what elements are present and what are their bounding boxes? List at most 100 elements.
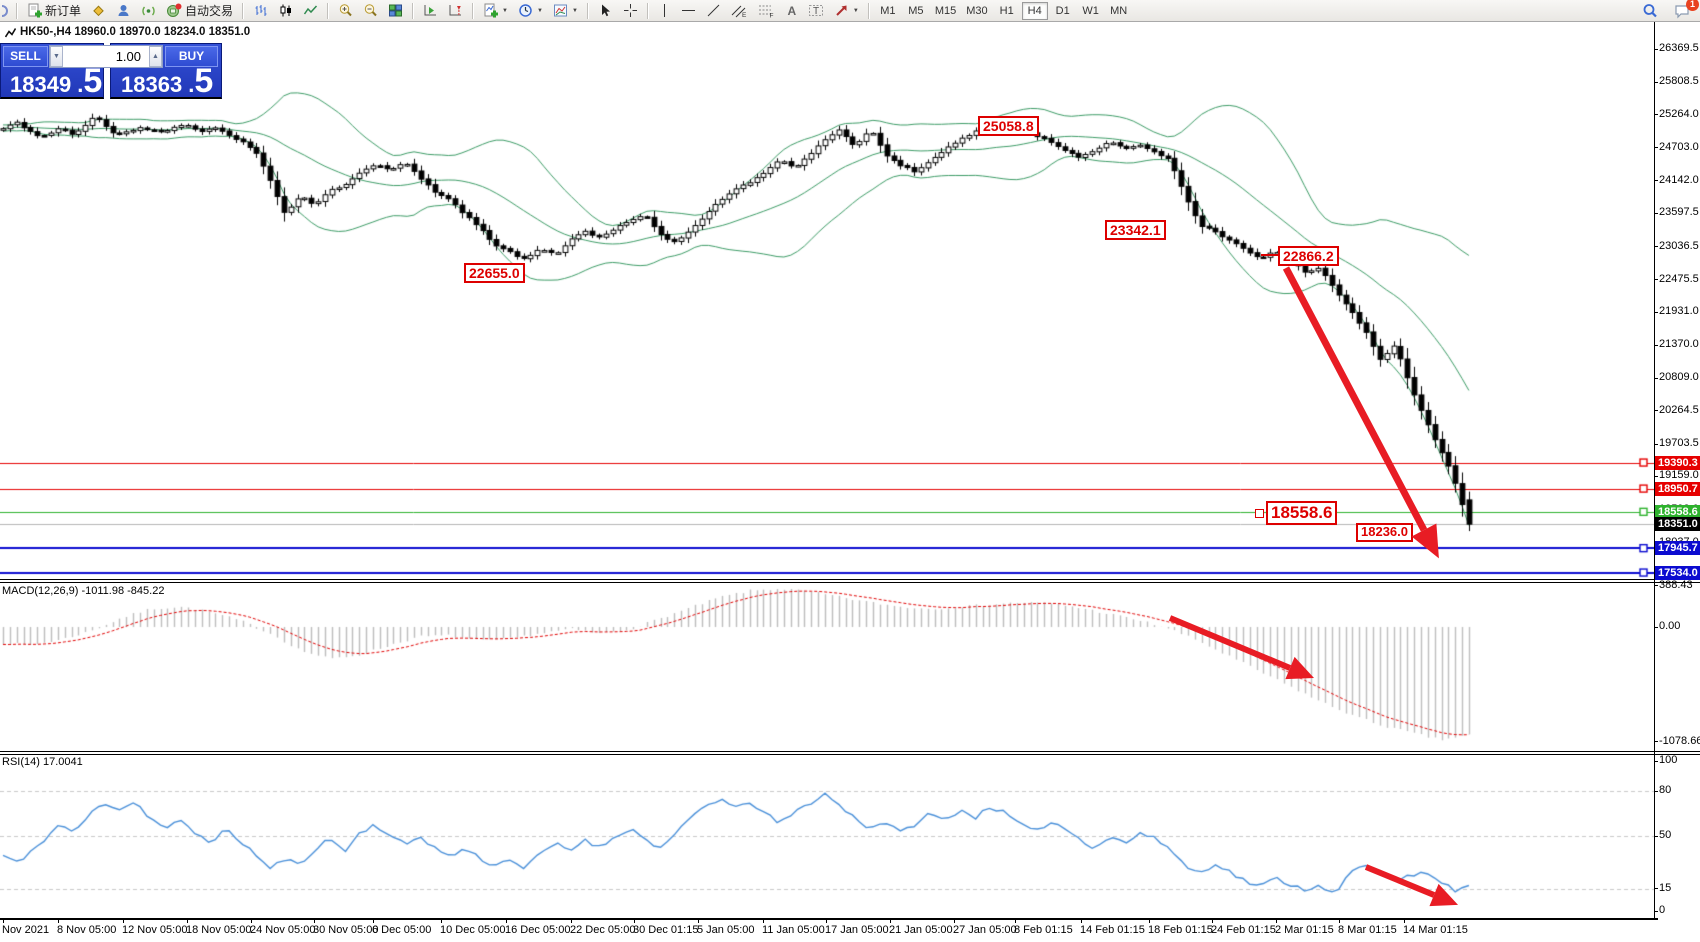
axis-tick — [1654, 585, 1658, 586]
time-tick — [634, 919, 635, 923]
candle-chart-button[interactable] — [274, 1, 297, 21]
fibonacci-button[interactable]: F — [754, 1, 779, 21]
text-a-icon: A — [787, 4, 796, 18]
tile-windows-button[interactable] — [384, 1, 407, 21]
zoom-out-icon — [364, 4, 377, 17]
annotation-handle[interactable] — [1255, 508, 1264, 518]
price-tag-18351.0: 18351.0 — [1655, 517, 1700, 532]
gold-diamond-icon — [93, 5, 104, 17]
time-axis-border — [0, 918, 1658, 920]
time-tick — [1212, 919, 1213, 923]
timeframe-toolbar: M1 M5 M15 M30 H1 H4 D1 W1 MN — [874, 1, 1133, 20]
horizontal-line-button[interactable] — [677, 1, 700, 21]
time-axis-label: 11 Jan 05:00 — [762, 924, 825, 936]
sell-price: 18349 .5 — [10, 62, 103, 100]
rsi-title: RSI(14) 17.0041 — [2, 756, 83, 768]
vertical-line-button[interactable] — [654, 1, 675, 21]
clock-icon — [519, 4, 532, 17]
indicator-axis-label: 100 — [1659, 754, 1678, 766]
price-axis-label: 20809.0 — [1659, 371, 1699, 384]
time-axis-label: 8 Mar 01:15 — [1338, 924, 1397, 936]
chat-badge: 1 — [1686, 0, 1699, 11]
candlestick-icon — [280, 4, 292, 17]
trendline-button[interactable] — [702, 1, 725, 21]
quotes-button[interactable] — [87, 1, 110, 21]
time-axis-label: 30 Dec 01:15 — [633, 924, 699, 936]
crosshair-button[interactable] — [619, 1, 642, 21]
price-chart-canvas[interactable] — [0, 22, 1654, 579]
chart-shift-button[interactable] — [444, 1, 467, 21]
timeframe-M15[interactable]: M15 — [931, 2, 960, 20]
annotation-handle[interactable] — [1426, 528, 1436, 538]
toolbar-separator — [242, 2, 245, 19]
time-axis-label: 21 Jan 05:00 — [889, 924, 953, 936]
time-axis-label: 2 Mar 01:15 — [1275, 924, 1334, 936]
indicator-axis-label: 80 — [1659, 784, 1672, 796]
new-order-label: 新订单 — [45, 4, 82, 18]
price-annotation-25058.8[interactable]: 25058.8 — [978, 116, 1039, 137]
indicator-axis-label: 388.43 — [1659, 578, 1693, 591]
arrows-button[interactable]: ▼ — [830, 1, 863, 21]
pane-separator[interactable] — [0, 751, 1700, 752]
templates-button[interactable]: ▼ — [549, 1, 582, 21]
time-tick — [58, 919, 59, 923]
pane-separator[interactable] — [0, 582, 1700, 583]
axis-tick — [1654, 378, 1658, 379]
equidistant-channel-icon: E — [731, 5, 747, 18]
price-annotation-22655.0[interactable]: 22655.0 — [464, 263, 525, 284]
community-button[interactable] — [112, 1, 135, 21]
text-button[interactable]: A — [781, 1, 802, 21]
timeframe-W1[interactable]: W1 — [1078, 2, 1104, 20]
pane-separator[interactable] — [0, 579, 1700, 580]
time-axis-label: 18 Nov 05:00 — [186, 924, 252, 936]
auto-scroll-button[interactable] — [419, 1, 442, 21]
volume-decrease-button[interactable]: ▼ — [50, 46, 63, 67]
cursor-button[interactable] — [594, 1, 617, 21]
add-indicator-icon — [484, 3, 499, 18]
time-tick — [123, 919, 124, 923]
timeframe-H1[interactable]: H1 — [994, 2, 1020, 20]
text-label-button[interactable]: T — [804, 1, 828, 21]
volume-input[interactable]: 1.00 — [115, 49, 141, 64]
timeframe-M1[interactable]: M1 — [875, 2, 901, 20]
price-axis-label: 20264.5 — [1659, 403, 1699, 416]
indicator-axis-label: -1078.66 — [1659, 734, 1700, 747]
channel-button[interactable]: E — [727, 1, 752, 21]
crosshair-icon — [623, 4, 637, 17]
zoom-out-button[interactable] — [359, 1, 382, 21]
axis-tick — [1654, 741, 1658, 742]
time-tick — [3, 919, 4, 923]
timeframe-M5[interactable]: M5 — [903, 2, 929, 20]
autotrade-icon — [167, 3, 182, 17]
sell-button[interactable]: SELL — [3, 46, 48, 67]
time-tick — [1081, 919, 1082, 923]
time-tick — [826, 919, 827, 923]
signal-button[interactable] — [137, 1, 160, 21]
zoom-in-icon — [339, 4, 352, 17]
macd-canvas[interactable] — [0, 584, 1654, 750]
price-annotation-18558.6[interactable]: 18558.6 — [1266, 501, 1338, 525]
axis-tick — [1654, 180, 1658, 181]
zoom-in-button[interactable] — [334, 1, 357, 21]
line-chart-button[interactable] — [299, 1, 322, 21]
timeframe-M30[interactable]: M30 — [962, 2, 991, 20]
chat-button[interactable]: 1 — [1670, 0, 1699, 21]
price-annotation-22866.2[interactable]: 22866.2 — [1278, 246, 1339, 267]
timeframe-D1[interactable]: D1 — [1050, 2, 1076, 20]
timeframe-H4[interactable]: H4 — [1021, 1, 1048, 20]
price-annotation-18236.0[interactable]: 18236.0 — [1356, 523, 1413, 542]
search-button[interactable] — [1638, 1, 1662, 21]
svg-text:T: T — [813, 6, 819, 17]
rsi-canvas[interactable] — [0, 755, 1654, 917]
buy-button[interactable]: BUY — [165, 46, 218, 67]
axis-tick — [1654, 911, 1658, 912]
pane-separator[interactable] — [0, 754, 1700, 755]
bar-chart-button[interactable] — [249, 1, 272, 21]
periods-button[interactable]: ▼ — [514, 1, 547, 21]
autotrade-button[interactable]: 自动交易 — [162, 1, 237, 21]
volume-increase-button[interactable]: ▲ — [149, 46, 162, 67]
timeframe-MN[interactable]: MN — [1106, 2, 1132, 20]
price-annotation-23342.1[interactable]: 23342.1 — [1105, 220, 1166, 241]
indicators-button[interactable]: ▼ — [479, 1, 512, 21]
new-order-button[interactable]: 新订单 — [23, 1, 85, 21]
